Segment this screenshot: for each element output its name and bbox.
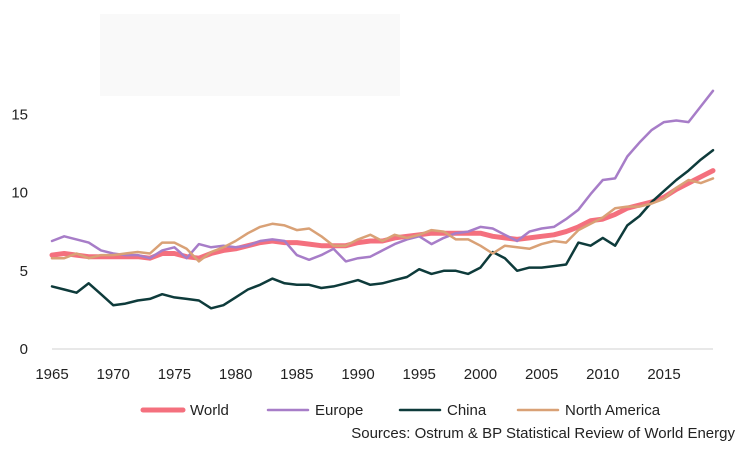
x-axis: 1965 1970 1975 1980 1985 1990 1995 2000 2005 2010… <box>35 348 713 383</box>
x-tick-label: 1975 <box>158 366 191 383</box>
x-tick-label: 1990 <box>341 366 374 383</box>
y-tick-label: 10 <box>11 185 28 202</box>
legend-label: World <box>190 402 229 419</box>
title-area-placeholder <box>100 14 400 96</box>
x-tick-label: 1985 <box>280 366 313 383</box>
y-tick-label: 5 <box>20 263 28 280</box>
x-tick-label: 1965 <box>35 366 68 383</box>
series-group <box>49 89 716 310</box>
series-line-europe <box>50 89 715 263</box>
x-tick-label: 2010 <box>586 366 619 383</box>
x-tick-label: 1970 <box>97 366 130 383</box>
legend-label: China <box>447 402 487 419</box>
x-tick-label: 2005 <box>525 366 558 383</box>
x-tick-label: 1980 <box>219 366 252 383</box>
series-line-north-america <box>50 177 715 263</box>
legend-label: North America <box>565 402 661 419</box>
x-tick-label: 2015 <box>647 366 680 383</box>
y-tick-label: 15 <box>11 106 28 123</box>
series-line-china <box>50 148 715 310</box>
y-axis: 0 5 10 15 <box>11 106 28 358</box>
x-tick-label: 1995 <box>403 366 436 383</box>
legend: World Europe China North America <box>140 402 661 419</box>
source-note: Sources: Ostrum & BP Statistical Review … <box>351 425 735 442</box>
x-tick-label: 2000 <box>464 366 497 383</box>
y-tick-label: 0 <box>20 341 28 358</box>
legend-label: Europe <box>315 402 363 419</box>
